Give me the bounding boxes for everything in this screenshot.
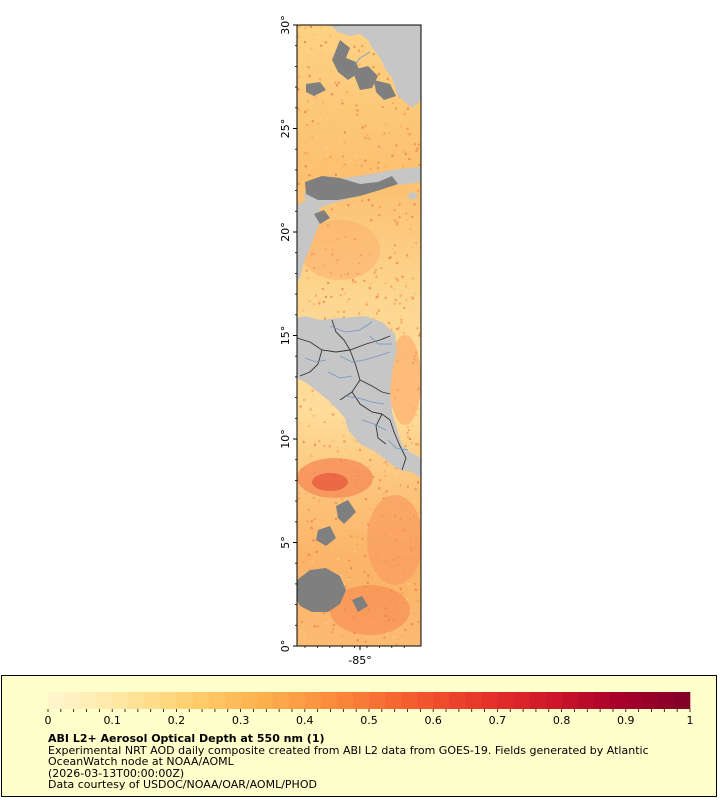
missing-data-areas — [297, 40, 398, 612]
land-north-america — [330, 25, 421, 108]
legend-description: Experimental NRT AOD daily composite cre… — [48, 743, 649, 768]
legend-panel: 0 0.1 0.2 0.3 0.4 0.5 0.6 0.7 0.8 0.9 1 ABI L2+ Ae… — [1, 675, 717, 797]
colorbar-bin — [545, 692, 562, 709]
colorbar-bin — [369, 692, 386, 709]
colorbar-tick-label: 0.9 — [617, 714, 635, 727]
colorbar-tick-label: 0 — [45, 714, 52, 727]
colorbar-bin — [433, 692, 450, 709]
lat-tick-label: 0° — [279, 640, 292, 653]
colorbar-bin — [673, 692, 691, 709]
land-central-america — [297, 316, 421, 478]
colorbar-bin — [112, 692, 129, 709]
lat-tick-label: 15° — [279, 326, 292, 346]
colorbar-bin — [128, 692, 145, 709]
colorbar-bin — [96, 692, 113, 709]
colorbar-tick-label: 0.6 — [424, 714, 442, 727]
colorbar-bin — [609, 692, 627, 709]
colorbar-bin — [561, 692, 578, 709]
colorbar-bin — [449, 692, 466, 709]
colorbar-bin — [497, 692, 514, 709]
colorbar-bin — [304, 692, 322, 709]
colorbar-bin — [529, 692, 546, 709]
colorbar-ticks: 0 0.1 0.2 0.3 0.4 0.5 0.6 0.7 0.8 0.9 1 — [45, 709, 694, 727]
colorbar-bin — [465, 692, 482, 709]
legend-timestamp: (2026-03-13T00:00:00Z) — [48, 766, 185, 780]
colorbar-bin — [48, 692, 65, 709]
colorbar-bin — [144, 692, 161, 709]
colorbar-bin — [657, 692, 675, 709]
colorbar-tick-label: 0.4 — [296, 714, 314, 727]
colorbar-bin — [641, 692, 659, 709]
colorbar-bin — [481, 692, 498, 709]
colorbar-tick-label: 0.8 — [553, 714, 571, 727]
colorbar-bin — [336, 692, 354, 709]
colorbar-bin — [240, 692, 257, 709]
colorbar-tick-label: 0.7 — [489, 714, 507, 727]
legend-title: ABI L2+ Aerosol Optical Depth at 550 nm … — [48, 732, 325, 745]
rivers — [304, 51, 409, 451]
colorbar-tick-label: 0.2 — [168, 714, 186, 727]
lat-tick-label: 25° — [279, 119, 292, 139]
colorbar-bin — [224, 692, 241, 709]
colorbar: 0 0.1 0.2 0.3 0.4 0.5 0.6 0.7 0.8 0.9 1 — [45, 692, 694, 727]
colorbar-bin — [401, 692, 418, 709]
colorbar-bin — [208, 692, 225, 709]
colorbar-bins — [48, 692, 691, 709]
colorbar-bin — [288, 692, 306, 709]
aod-plume — [312, 473, 348, 491]
map-svg: 0° 5° 10° 15° 20° 25° 30° -85° — [279, 15, 422, 667]
colorbar-tick-label: 0.1 — [103, 714, 121, 727]
colorbar-bin — [385, 692, 402, 709]
colorbar-bin — [513, 692, 530, 709]
colorbar-bin — [192, 692, 209, 709]
colorbar-bin — [256, 692, 273, 709]
land-island — [406, 192, 419, 200]
land-island — [409, 168, 421, 176]
latitude-axis: 0° 5° 10° 15° 20° 25° 30° — [279, 15, 297, 652]
colorbar-bin — [160, 692, 177, 709]
colorbar-bin — [352, 692, 370, 709]
land-yucatan — [297, 200, 322, 282]
lat-tick-label: 5° — [279, 536, 292, 549]
lat-tick-label: 20° — [279, 222, 292, 242]
colorbar-bin — [625, 692, 643, 709]
colorbar-bin — [272, 692, 290, 709]
colorbar-tick-label: 1 — [687, 714, 694, 727]
colorbar-bin — [176, 692, 193, 709]
colorbar-bin — [577, 692, 594, 709]
aod-plume — [330, 585, 410, 635]
lat-tick-label: 10° — [279, 429, 292, 449]
lat-tick-label: 30° — [279, 15, 292, 35]
colorbar-bin — [64, 692, 81, 709]
colorbar-bin — [80, 692, 97, 709]
aod-plume — [367, 495, 421, 585]
colorbar-bin — [417, 692, 434, 709]
colorbar-bin — [320, 692, 338, 709]
colorbar-bin — [593, 692, 611, 709]
colorbar-tick-label: 0.5 — [360, 714, 378, 727]
country-borders — [297, 319, 407, 471]
colorbar-tick-label: 0.3 — [232, 714, 250, 727]
aod-plume — [300, 220, 380, 280]
longitude-axis: -85° — [304, 646, 405, 667]
aod-plume — [389, 335, 421, 425]
map-area: 0° 5° 10° 15° 20° 25° 30° -85° — [279, 15, 422, 667]
legend-text: ABI L2+ Aerosol Optical Depth at 550 nm … — [48, 733, 708, 791]
legend-credit: Data courtesy of USDOC/NOAA/OAR/AOML/PHO… — [48, 778, 317, 791]
lon-tick-label: -85° — [348, 654, 371, 667]
